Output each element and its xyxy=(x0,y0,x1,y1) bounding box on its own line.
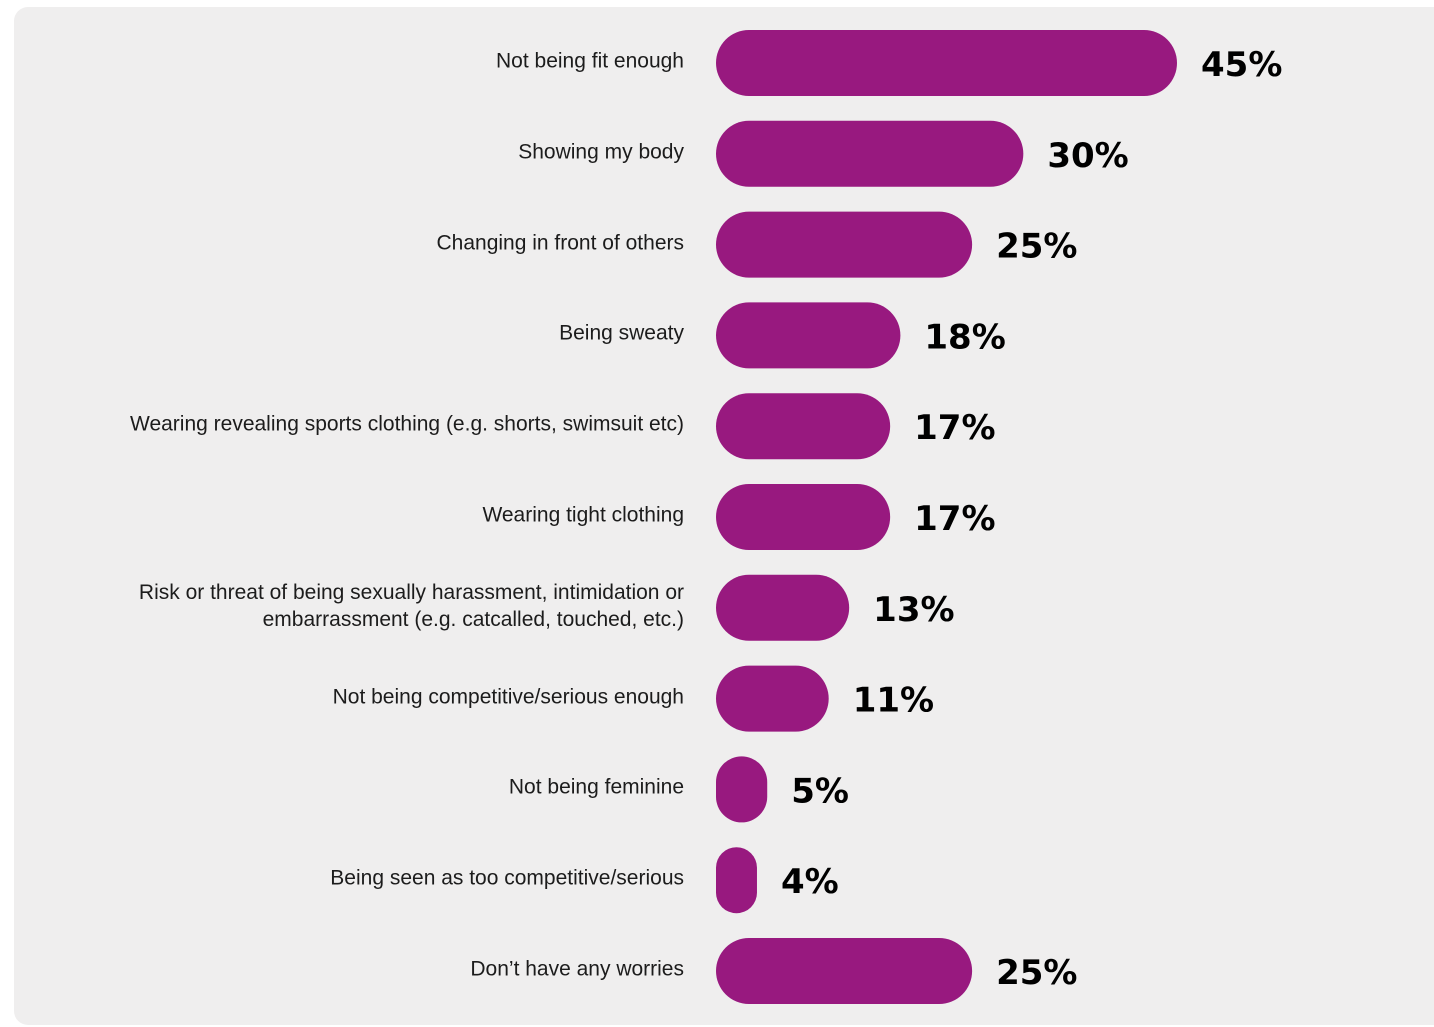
value-label-8: 5% xyxy=(791,771,849,811)
bar-2 xyxy=(716,211,973,278)
bar-9 xyxy=(716,847,757,914)
category-label-7: Not being competitive/serious enough xyxy=(332,685,684,709)
category-label-3: Being sweaty xyxy=(559,321,684,345)
category-label-0: Not being fit enough xyxy=(496,49,684,73)
value-label-5: 17% xyxy=(914,499,995,539)
category-label-1: Showing my body xyxy=(518,140,684,164)
category-label-4: Wearing revealing sports clothing (e.g. … xyxy=(130,412,684,436)
bar-10 xyxy=(716,938,973,1004)
value-label-3: 18% xyxy=(924,317,1005,357)
value-label-0: 45% xyxy=(1201,45,1282,85)
value-label-6: 13% xyxy=(873,590,954,630)
bar-4 xyxy=(716,393,891,460)
bar-6 xyxy=(716,574,850,641)
bar-7 xyxy=(716,665,829,732)
bar-0 xyxy=(716,30,1177,96)
value-label-1: 30% xyxy=(1047,136,1128,176)
value-label-9: 4% xyxy=(781,862,839,902)
category-label-9: Being seen as too competitive/serious xyxy=(330,866,684,890)
category-label-6: Risk or threat of being sexually harassm… xyxy=(138,580,684,631)
value-label-7: 11% xyxy=(853,681,934,721)
category-label-10: Don’t have any worries xyxy=(470,957,684,981)
category-label-5: Wearing tight clothing xyxy=(482,503,684,527)
bar-8 xyxy=(716,756,768,823)
value-label-4: 17% xyxy=(914,408,995,448)
category-label-2: Changing in front of others xyxy=(436,231,685,255)
value-label-10: 25% xyxy=(996,953,1077,993)
category-label-8: Not being feminine xyxy=(508,775,684,799)
bar-1 xyxy=(716,120,1024,187)
value-label-2: 25% xyxy=(996,227,1077,267)
bar-3 xyxy=(716,302,901,369)
bar-5 xyxy=(716,484,891,550)
